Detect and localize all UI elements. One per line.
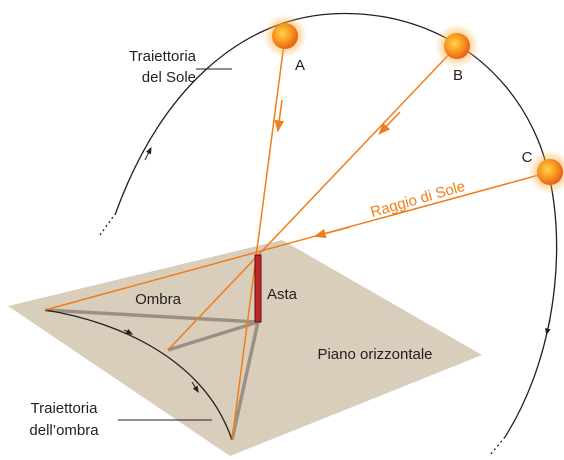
arrow [547,320,550,332]
ray-label: Raggio di Sole [369,178,467,221]
label: Traiettoria [31,400,99,417]
label: del Sole [142,69,196,86]
pole [255,255,261,322]
arrow [145,150,150,160]
label: Piano orizzontale [317,346,432,363]
label: Asta [267,286,298,303]
sun-label: A [295,57,305,74]
label: Ombra [135,291,182,308]
diagram: Traiettoria del Sole A B C Raggio di Sol… [0,0,564,460]
sun-label: B [453,67,463,84]
sun-label: C [522,149,533,166]
label: Traiettoria [129,48,197,65]
label: dell’ombra [29,422,99,439]
